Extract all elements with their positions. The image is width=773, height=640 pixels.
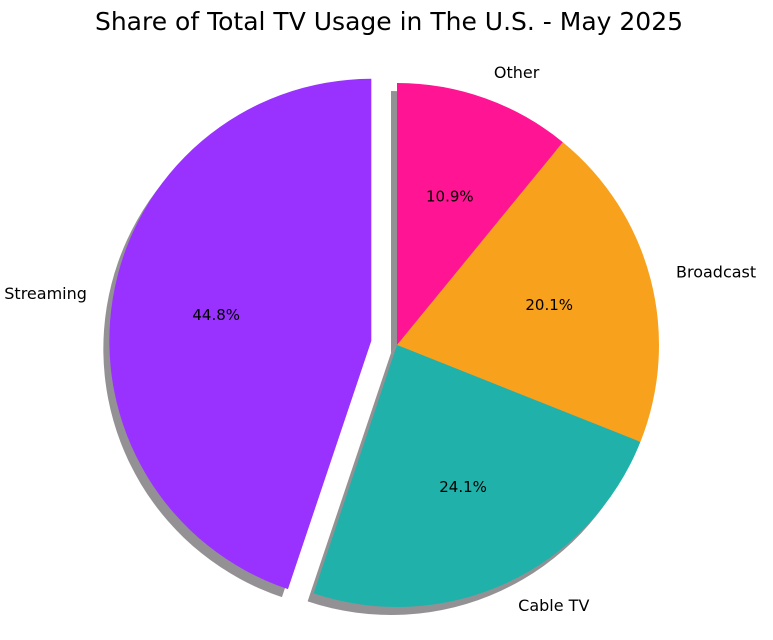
slice-streaming: [109, 78, 372, 590]
slice-label-other: Other: [494, 63, 540, 82]
slice-label-broadcast: Broadcast: [676, 262, 756, 281]
slice-percent-broadcast: 20.1%: [525, 296, 573, 314]
slice-broadcast: [397, 142, 659, 442]
slice-percent-cable-tv: 24.1%: [439, 478, 487, 496]
slice-percent-streaming: 44.8%: [192, 306, 240, 324]
slice-label-streaming: Streaming: [4, 284, 87, 303]
slice-other: [397, 83, 563, 345]
slice-percent-other: 10.9%: [426, 187, 474, 205]
slice-cable-tv: [313, 345, 641, 607]
chart-title: Share of Total TV Usage in The U.S. - Ma…: [95, 7, 683, 36]
pie-slices: [109, 78, 659, 607]
slice-label-cable-tv: Cable TV: [518, 596, 589, 615]
slice-labels: Other 10.9% Broadcast 20.1% Cable TV 24.1% Str…: [4, 63, 756, 615]
